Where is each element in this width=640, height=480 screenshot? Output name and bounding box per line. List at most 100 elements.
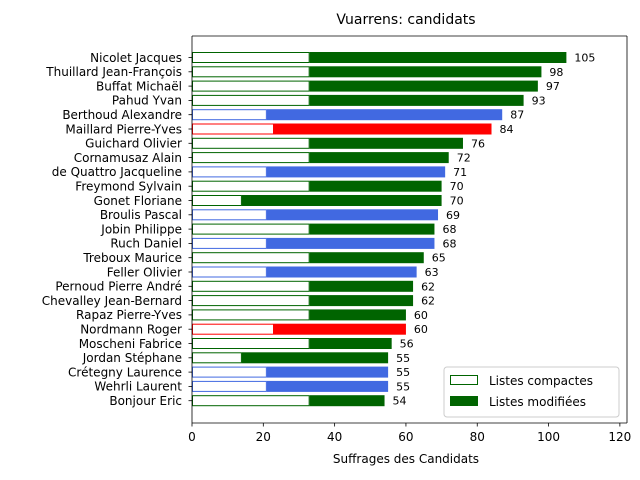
value-label: 87	[510, 109, 524, 122]
y-tick-label: de Quattro Jacqueline	[52, 165, 182, 179]
value-label: 68	[442, 223, 456, 236]
axes	[191, 35, 628, 424]
y-tick-label: Nordmann Roger	[80, 323, 182, 337]
y-tick-label: Treboux Maurice	[82, 251, 182, 265]
bar-compact	[192, 109, 267, 121]
value-label: 76	[471, 137, 485, 150]
bar-compact	[192, 323, 275, 335]
bar-compact	[192, 237, 267, 249]
value-label: 63	[425, 266, 439, 279]
bar-modified	[309, 137, 463, 149]
y-tick-label: Maillard Pierre-Yves	[65, 122, 182, 136]
value-label: 62	[421, 295, 435, 308]
bar-modified	[309, 66, 542, 78]
bar-compact	[192, 223, 310, 235]
x-axis-label: Suffrages des Candidats	[333, 452, 479, 466]
x-tick-label: 120	[608, 430, 631, 444]
value-label: 68	[442, 237, 456, 250]
bar-modified	[309, 180, 442, 192]
y-tick-label: Wehrli Laurent	[94, 380, 182, 394]
bar-modified	[266, 209, 439, 221]
x-tick-label: 80	[470, 430, 485, 444]
value-label: 54	[393, 395, 407, 408]
y-tick-label: Pahud Yvan	[112, 94, 182, 108]
bar-modified	[274, 123, 492, 135]
value-label: 70	[450, 195, 464, 208]
bar-modified	[241, 195, 442, 206]
legend-swatch-compact	[450, 375, 478, 385]
value-label: 62	[421, 280, 435, 293]
legend: Listes compactes Listes modifiées	[443, 366, 620, 418]
x-ticks: 0 20 40 60 80 100 120	[188, 423, 631, 444]
bar-modified	[309, 94, 524, 106]
y-tick-label: Moscheni Fabrice	[79, 337, 182, 351]
bar-compact	[192, 380, 267, 392]
bar-compact	[192, 166, 267, 178]
bar-compact	[192, 309, 310, 321]
bar-compact	[192, 195, 242, 206]
y-tick-label: Ruch Daniel	[110, 237, 182, 251]
legend-swatch-modified	[450, 396, 478, 406]
value-label: 84	[500, 123, 514, 136]
y-tick-label: Berthoud Alexandre	[62, 108, 182, 122]
value-label: 56	[400, 338, 414, 351]
value-label: 72	[457, 152, 471, 165]
bar-modified	[309, 309, 406, 321]
value-label: 97	[546, 80, 560, 93]
y-tick-label: Chevalley Jean-Bernard	[42, 294, 182, 308]
x-tick-label: 20	[256, 430, 271, 444]
bar-modified	[241, 352, 389, 364]
bar-compact	[192, 209, 267, 221]
bar-modified	[266, 109, 503, 121]
bar-modified	[274, 323, 406, 335]
x-tick-label: 60	[398, 430, 413, 444]
bar-compact	[192, 266, 267, 278]
y-tick-label: Buffat Michaël	[96, 79, 182, 93]
bar-modified	[266, 366, 389, 378]
legend-label: Listes compactes	[489, 374, 593, 388]
bar-modified	[266, 166, 446, 178]
value-label: 71	[453, 166, 467, 179]
bar-compact	[192, 152, 310, 164]
y-tick-label: Pernoud Pierre André	[55, 280, 182, 294]
bar-compact	[192, 295, 310, 307]
y-tick-label: Cornamusaz Alain	[74, 151, 182, 165]
bar-modified	[266, 266, 417, 278]
bar-modified	[309, 52, 567, 63]
bar-compact	[192, 352, 242, 364]
value-label: 60	[414, 309, 428, 322]
y-tick-label: Freymond Sylvain	[75, 180, 182, 194]
bar-modified	[309, 80, 538, 92]
bar-modified	[309, 280, 414, 292]
legend-box	[443, 366, 620, 418]
value-label: 105	[574, 52, 595, 65]
bar-compact	[192, 137, 310, 149]
bars-layer	[192, 52, 567, 407]
legend-label: Listes modifiées	[489, 395, 586, 409]
bar-compact	[192, 338, 310, 349]
bar-modified	[266, 380, 389, 392]
bar-compact	[192, 366, 267, 378]
value-label: 69	[446, 209, 460, 222]
value-label: 60	[414, 323, 428, 336]
bar-modified	[309, 338, 392, 349]
bar-compact	[192, 80, 310, 92]
value-labels: 1059897938784767271707069686865636262606…	[393, 52, 596, 408]
y-tick-label: Gonet Floriane	[94, 194, 182, 208]
y-tick-label: Thuillard Jean-François	[45, 65, 182, 79]
bar-modified	[309, 252, 424, 264]
bar-compact	[192, 94, 310, 106]
bar-modified	[309, 223, 435, 235]
value-label: 70	[450, 180, 464, 193]
bar-modified	[309, 152, 449, 164]
bar-compact	[192, 180, 310, 192]
bar-compact	[192, 280, 310, 292]
y-tick-label: Crétegny Laurence	[68, 365, 182, 379]
bar-compact	[192, 252, 310, 264]
y-tick-label: Bonjour Eric	[109, 394, 182, 408]
value-label: 55	[396, 380, 410, 393]
x-tick-label: 40	[327, 430, 342, 444]
x-tick-label: 100	[537, 430, 560, 444]
